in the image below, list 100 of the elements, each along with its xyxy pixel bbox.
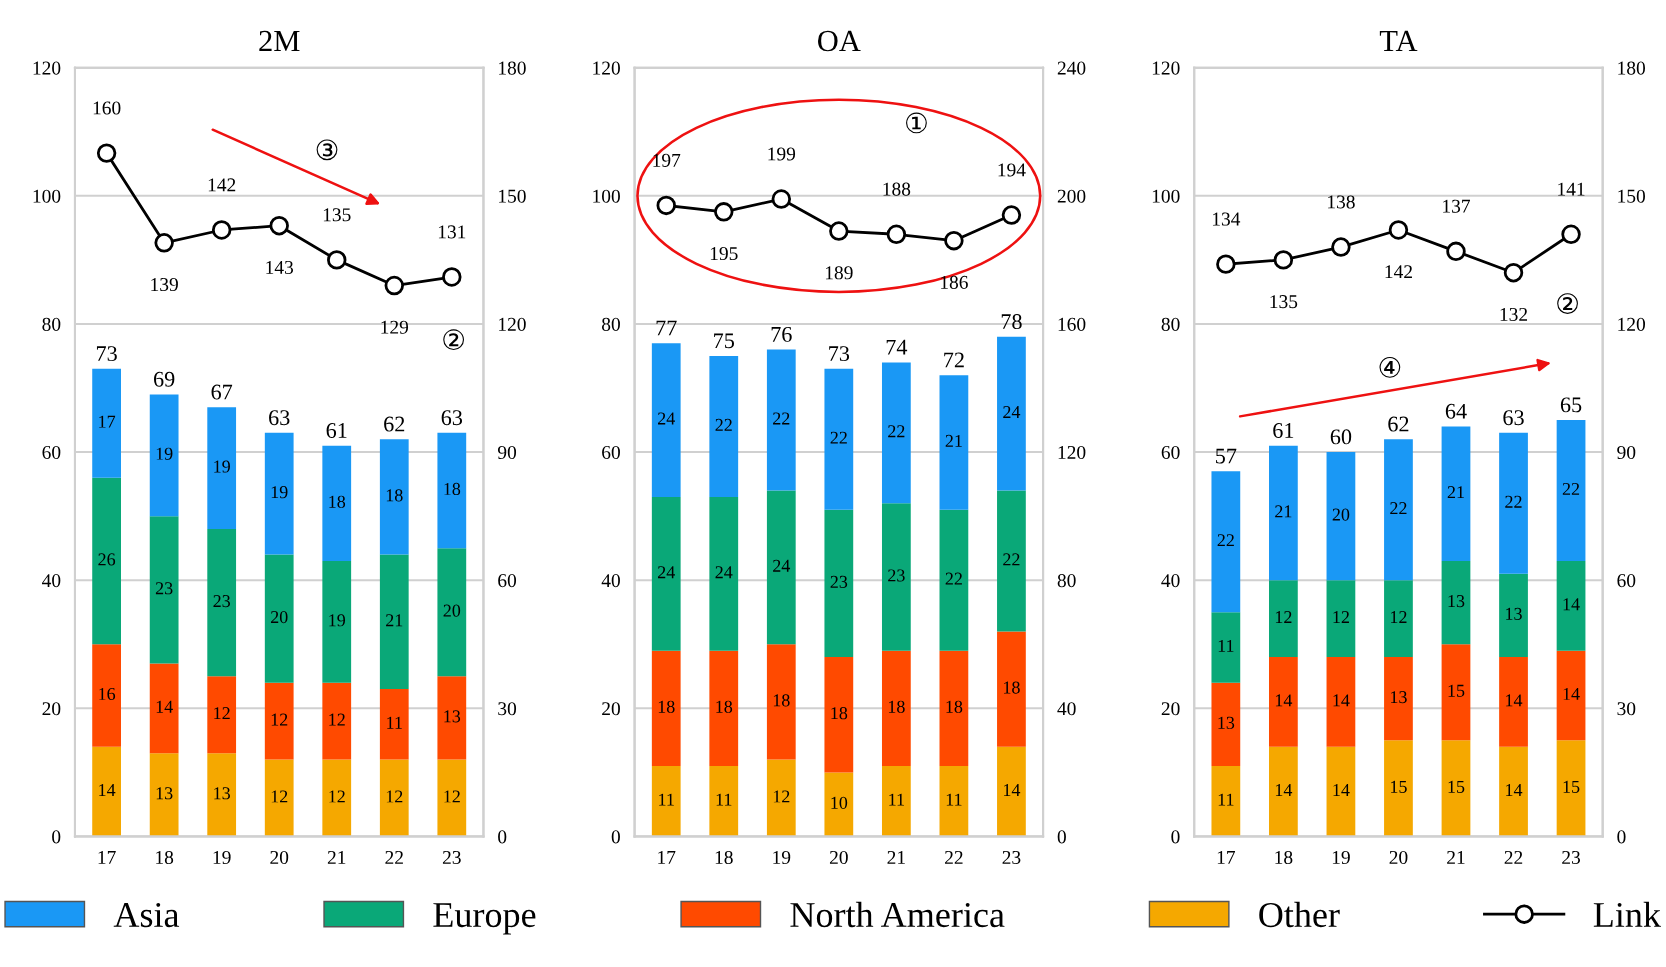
data-label: 14: [1333, 784, 1350, 796]
data-label: 14: [1563, 687, 1580, 700]
bar: [1441, 740, 1471, 837]
x-tick-label: 20: [829, 850, 848, 865]
data-label: 19: [214, 460, 230, 473]
bar: [379, 554, 409, 690]
point: [656, 195, 676, 216]
point: [829, 221, 849, 241]
total-label: 77: [656, 320, 677, 336]
bar: [1441, 644, 1471, 741]
data-label: 22: [888, 425, 905, 438]
data-label: 186: [941, 275, 968, 289]
y2-tick-label: 200: [1057, 189, 1086, 203]
data-label: 24: [773, 559, 791, 572]
data-label: 12: [1333, 611, 1349, 623]
data-label: 24: [715, 566, 733, 579]
bar: [322, 560, 352, 683]
bar: [92, 644, 121, 747]
bar: [881, 765, 911, 837]
bar: [92, 368, 121, 478]
data-label: 21: [945, 434, 962, 447]
y-tick-label: 120: [593, 61, 620, 75]
point: [944, 230, 964, 251]
data-label: 12: [386, 790, 403, 803]
y-tick-label: 120: [1152, 61, 1180, 75]
point: [442, 267, 462, 287]
bar: [881, 503, 911, 651]
legend-label: Europe: [433, 903, 536, 935]
y2-tick-label: 120: [499, 317, 526, 331]
data-label: 132: [1500, 307, 1528, 321]
data-label: 18: [831, 707, 848, 720]
x-tick-label: 19: [773, 850, 791, 865]
data-label: 22: [945, 572, 962, 585]
bar: [1384, 439, 1413, 581]
bar: [322, 682, 352, 760]
data-label: 129: [381, 320, 409, 334]
data-label: 22: [715, 418, 732, 431]
y-tick-label: 0: [1171, 830, 1180, 844]
y2-tick-label: 180: [499, 61, 526, 75]
x-tick-label: 17: [658, 851, 676, 864]
bar: [1556, 420, 1586, 561]
bar: [939, 509, 969, 651]
bar: [1384, 657, 1413, 741]
data-label: 13: [1391, 691, 1407, 704]
y2-tick-label: 150: [1618, 189, 1646, 203]
data-label: 14: [1333, 694, 1350, 707]
y-tick-label: 100: [593, 189, 620, 203]
bar: [1211, 765, 1241, 837]
bar: [651, 496, 681, 651]
bar: [149, 753, 179, 837]
data-label: 22: [1562, 482, 1580, 495]
data-label: 138: [1328, 195, 1355, 209]
data-label: 14: [1003, 784, 1021, 796]
data-label: 13: [1448, 595, 1465, 608]
data-label: 24: [658, 412, 675, 425]
bar: [997, 631, 1026, 747]
y2-tick-label: 0: [1617, 830, 1626, 844]
point: [1216, 254, 1236, 274]
data-label: 18: [773, 694, 790, 707]
annotation: ④: [1379, 356, 1401, 378]
y-tick-label: 100: [33, 189, 61, 203]
x-tick-label: 22: [385, 850, 403, 864]
x-tick-label: 21: [1447, 850, 1465, 864]
data-label: 12: [1391, 611, 1407, 623]
data-label: 13: [444, 710, 461, 723]
bar: [824, 657, 854, 773]
bar: [881, 650, 911, 766]
data-label: 160: [93, 101, 121, 115]
data-label: 13: [156, 787, 173, 800]
bar: [379, 759, 409, 837]
bar: [1269, 580, 1298, 658]
y-tick-label: 40: [42, 574, 61, 588]
bar: [997, 490, 1026, 632]
bar: [1326, 657, 1356, 747]
bar: [651, 343, 681, 497]
point: [1388, 220, 1409, 240]
data-label: 12: [271, 790, 288, 803]
data-label: 189: [825, 266, 853, 280]
total-label: 62: [1388, 416, 1409, 432]
data-label: 23: [213, 595, 230, 608]
bar: [437, 548, 467, 677]
bar: [997, 746, 1026, 837]
bar: [92, 746, 121, 837]
y2-tick-label: 160: [1058, 317, 1086, 331]
x-tick-label: 17: [98, 851, 116, 864]
data-label: 135: [1270, 295, 1298, 309]
total-label: 75: [714, 333, 735, 349]
legend-label: Other: [1259, 901, 1340, 928]
bar: [264, 432, 294, 555]
data-label: 18: [444, 482, 461, 496]
annotation: ②: [1557, 293, 1578, 314]
bar: [709, 650, 739, 766]
annotation: ②: [443, 329, 465, 351]
data-label: 13: [1506, 607, 1522, 620]
data-label: 22: [1003, 553, 1020, 566]
bar: [149, 394, 179, 517]
data-label: 11: [659, 793, 674, 806]
bar: [264, 759, 294, 837]
data-label: 19: [329, 614, 346, 627]
bar: [207, 407, 237, 529]
